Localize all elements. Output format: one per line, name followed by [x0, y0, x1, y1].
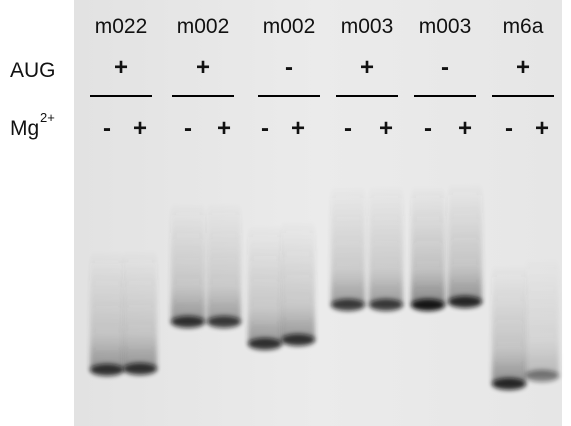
band: [448, 296, 482, 308]
aug-sign: +: [360, 54, 374, 81]
smear: [248, 224, 282, 344]
smear: [90, 250, 124, 370]
smear: [411, 185, 445, 305]
mg-sign: -: [261, 115, 269, 142]
smear: [281, 220, 315, 340]
mg-sign: +: [379, 115, 393, 142]
construct-label: m003: [419, 15, 472, 38]
band: [281, 334, 315, 346]
construct-label: m002: [263, 15, 316, 38]
construct-label: m003: [341, 15, 394, 38]
smear: [492, 264, 526, 384]
mg-sign: +: [217, 115, 231, 142]
aug-sign: -: [441, 54, 449, 81]
band: [525, 370, 559, 382]
mg-sign: -: [344, 115, 352, 142]
band: [411, 299, 445, 311]
aug-sign: -: [285, 54, 293, 81]
smear: [448, 182, 482, 302]
smear: [369, 185, 403, 305]
aug-sign: +: [196, 54, 210, 81]
aug-sign: +: [516, 54, 530, 81]
construct-label: m002: [177, 15, 230, 38]
construct-label: m6a: [503, 15, 544, 38]
mg-sign: -: [184, 115, 192, 142]
smear: [525, 256, 559, 376]
smear: [207, 202, 241, 322]
bands: [90, 182, 559, 390]
aug-row-label: AUG: [10, 59, 56, 82]
mg-sign: +: [535, 115, 549, 142]
band: [492, 378, 526, 390]
band: [331, 299, 365, 311]
mg-superscript: 2+: [40, 110, 55, 125]
band: [369, 299, 403, 311]
mg-sign: -: [505, 115, 513, 142]
band: [207, 316, 241, 328]
mg-row-label: Mg: [10, 117, 39, 140]
smear: [123, 249, 157, 369]
mg-sign: +: [133, 115, 147, 142]
smear: [331, 185, 365, 305]
aug-sign: +: [114, 54, 128, 81]
smear: [171, 202, 205, 322]
band: [90, 364, 124, 376]
mg-sign: +: [291, 115, 305, 142]
band: [248, 338, 282, 350]
band: [123, 363, 157, 375]
mg-sign: +: [458, 115, 472, 142]
construct-label: m022: [95, 15, 148, 38]
band: [171, 316, 205, 328]
mg-sign: -: [424, 115, 432, 142]
mg-sign: -: [103, 115, 111, 142]
